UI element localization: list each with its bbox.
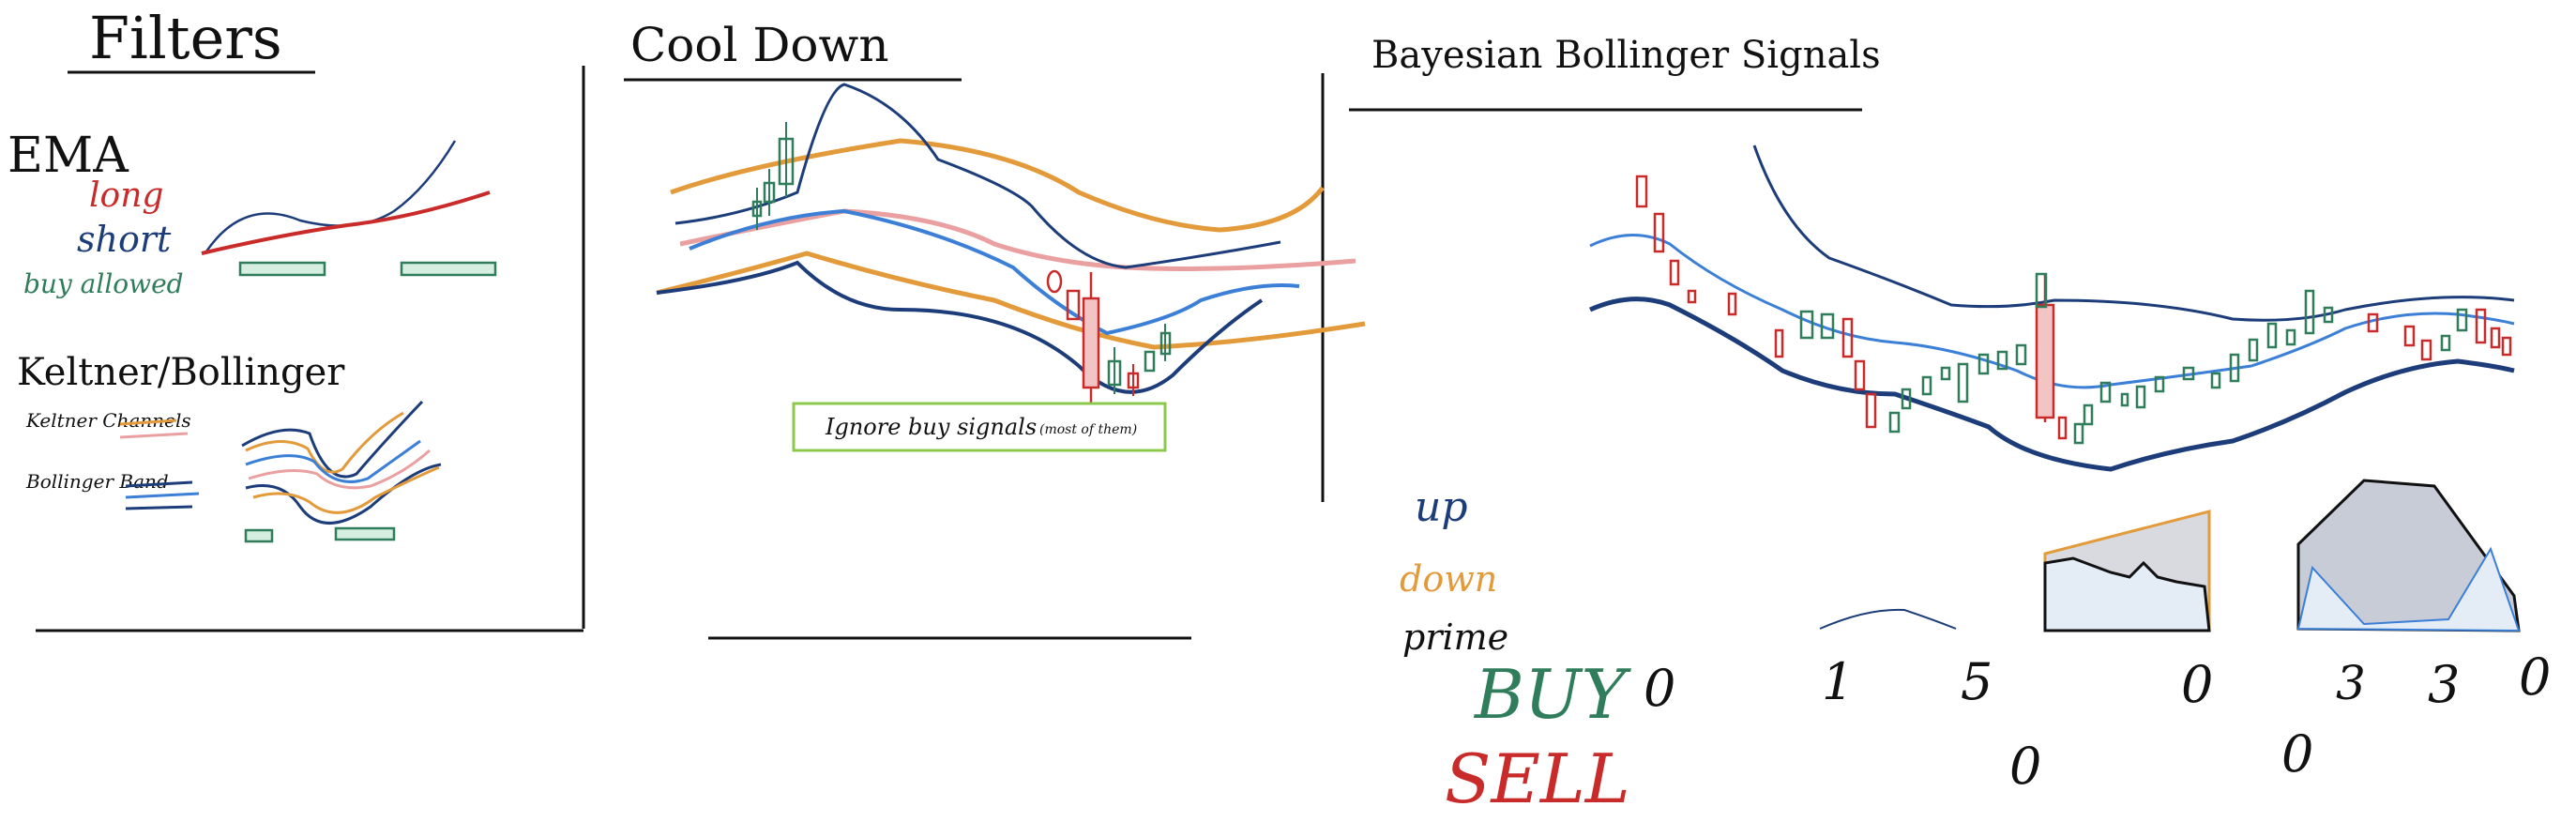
bayes-middle-band <box>1589 234 2515 389</box>
ema-buy-zone-2 <box>400 261 497 277</box>
cooldown-title: Cool Down <box>630 18 889 72</box>
kb-buy-zone-2 <box>334 526 396 541</box>
kb-buy-zone-1 <box>244 528 274 543</box>
buy-values-row: 0 1 5 0 3 3 0 <box>1644 647 2551 718</box>
buy-value: 3 <box>2336 656 2366 710</box>
cooldown-bollinger-middle <box>689 208 1300 336</box>
keltner-bollinger-section: Keltner/Bollinger Keltner Channels Bolli… <box>17 351 442 543</box>
legend-up-label: up <box>1415 483 1468 531</box>
cooldown-keltner-lower <box>656 251 1366 350</box>
cooldown-bollinger-lower <box>656 260 1264 394</box>
bayesian-title: Bayesian Bollinger Signals <box>1371 34 1881 77</box>
bayes-upper-band <box>1752 145 2515 322</box>
bollinger-legend-line-3 <box>125 505 193 510</box>
cooldown-bollinger-upper <box>674 83 1281 269</box>
kb-lower-band <box>245 463 442 525</box>
keltner-bollinger-title: Keltner/Bollinger <box>17 351 345 394</box>
ema-title: EMA <box>8 128 129 184</box>
ema-long-label: long <box>89 176 163 215</box>
bayes-probability-chart <box>1819 479 2521 632</box>
ignore-buy-signals-box <box>792 402 1167 452</box>
ema-short-label: short <box>77 219 172 260</box>
bollinger-legend-line-1 <box>125 480 193 488</box>
legend-down-label: down <box>1400 558 1497 600</box>
buy-value: 1 <box>1822 652 1854 711</box>
buy-label: BUY <box>1473 655 1632 734</box>
filters-panel: Filters EMA long short buy allowed Keltn… <box>8 4 585 632</box>
buy-value: 3 <box>2428 655 2460 714</box>
ignore-buy-signals-label: Ignore buy signals <box>825 414 1037 440</box>
buy-value: 0 <box>1644 659 1675 718</box>
legend-prime-label: prime <box>1402 616 1508 658</box>
sell-values-row: 0 0 <box>2009 724 2313 796</box>
sell-value: 0 <box>2281 724 2313 784</box>
kb-middle <box>245 439 421 483</box>
prime-area-1 <box>2043 556 2211 632</box>
cooldown-panel: Cool Down Igno <box>624 18 1366 640</box>
kb-keltner-mid <box>248 449 431 490</box>
up-bump <box>1819 608 1957 630</box>
sell-label: SELL <box>1445 739 1630 818</box>
cooldown-candles <box>751 122 1172 403</box>
bayes-lower-band <box>1588 297 2515 472</box>
keltner-legend-line-1 <box>119 419 177 426</box>
ema-long-line <box>201 190 491 255</box>
up-area-2 <box>2296 546 2521 632</box>
bollinger-legend-label: Bollinger Band <box>25 470 169 493</box>
kb-keltner-upper <box>245 411 404 474</box>
sell-value: 0 <box>2009 737 2041 796</box>
bayes-candles <box>1635 175 2512 445</box>
cooldown-keltner-mid <box>679 208 1356 271</box>
ema-buy-zone-1 <box>238 261 326 277</box>
bayesian-panel: Bayesian Bollinger Signals <box>1349 34 2551 818</box>
ema-short-line <box>205 140 457 252</box>
ema-buy-allowed-label: buy allowed <box>23 268 184 299</box>
keltner-legend-line-2 <box>119 432 189 439</box>
bollinger-legend-line-2 <box>125 492 200 499</box>
buy-value: 5 <box>1961 652 1993 711</box>
ema-section: EMA long short buy allowed <box>8 128 497 299</box>
kb-upper-band <box>241 400 424 479</box>
filters-title: Filters <box>89 4 282 72</box>
ignore-buy-signals-note: (most of them) <box>1039 422 1137 437</box>
buy-value: 0 <box>2181 655 2213 714</box>
buy-value: 0 <box>2519 647 2551 707</box>
kb-keltner-lower <box>252 465 440 514</box>
